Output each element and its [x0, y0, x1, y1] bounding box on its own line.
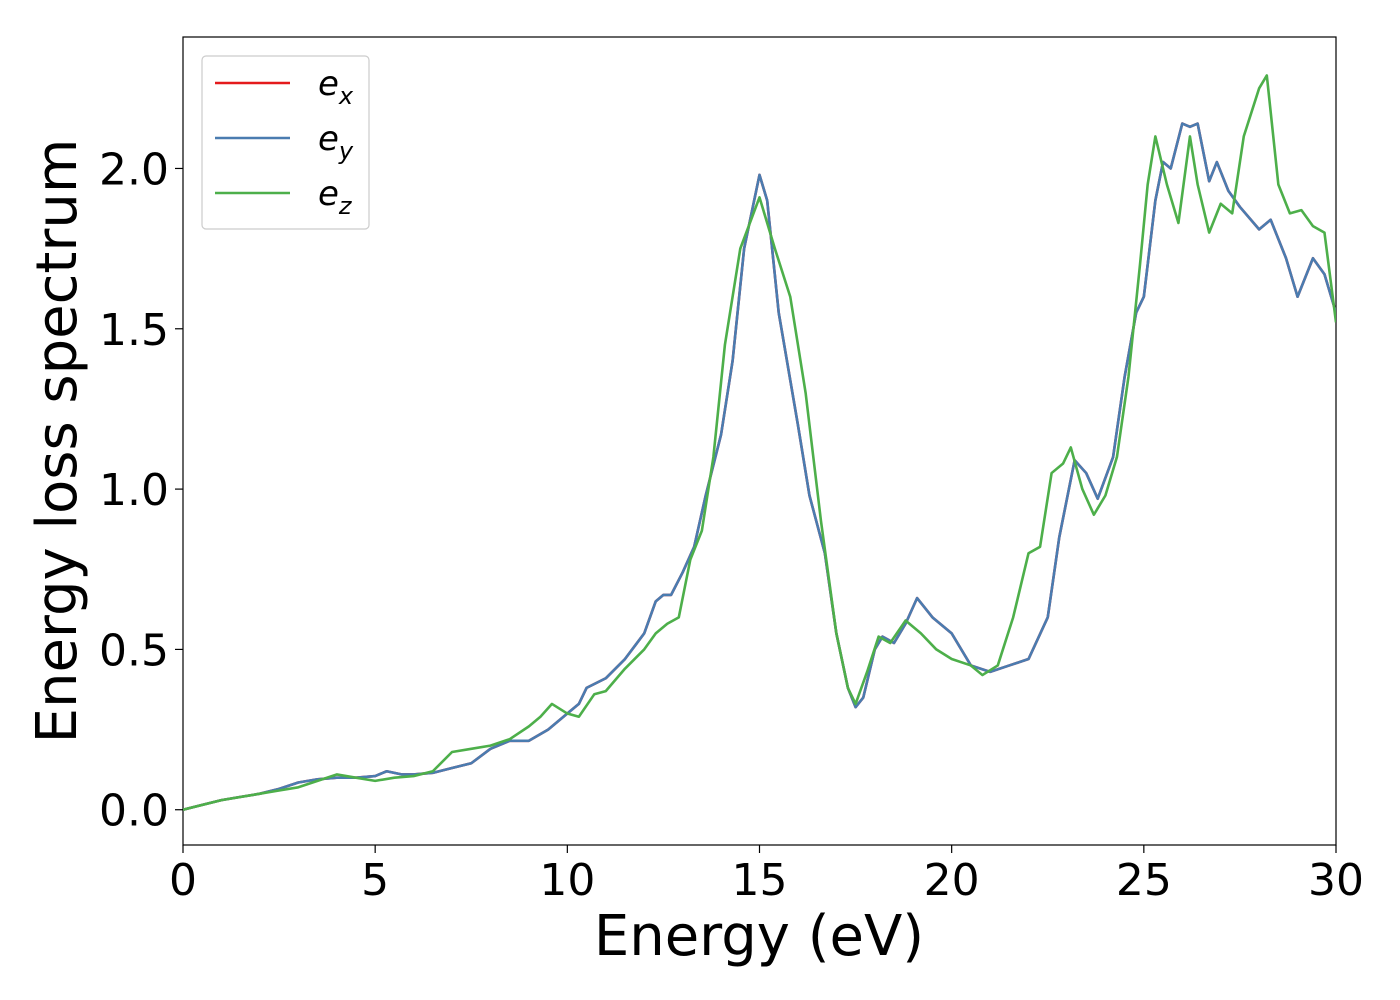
legend-label: ex [318, 64, 354, 110]
series-line [183, 74, 1336, 811]
x-tick-label: 25 [1116, 855, 1172, 906]
legend-label: ey [318, 119, 354, 165]
x-axis-label: Energy (eV) [594, 904, 924, 969]
y-tick-label: 2.0 [99, 144, 169, 195]
y-tick-label: 1.0 [99, 465, 169, 516]
x-tick-label: 10 [539, 855, 595, 906]
legend-label: ez [318, 174, 353, 220]
legend-box [201, 55, 370, 230]
y-tick-label: 0.5 [99, 625, 169, 676]
x-tick-label: 30 [1308, 855, 1364, 906]
x-tick-label: 0 [169, 855, 197, 906]
x-tick-label: 20 [924, 855, 980, 906]
y-tick-label: 1.5 [99, 305, 169, 356]
plot-lines [183, 74, 1336, 811]
y-axis-label: Energy loss spectrum [25, 139, 90, 744]
plot-frame [182, 36, 1337, 846]
x-tick-label: 15 [732, 855, 788, 906]
x-tick-label: 5 [361, 855, 389, 906]
y-tick-label: 0.0 [99, 786, 169, 837]
